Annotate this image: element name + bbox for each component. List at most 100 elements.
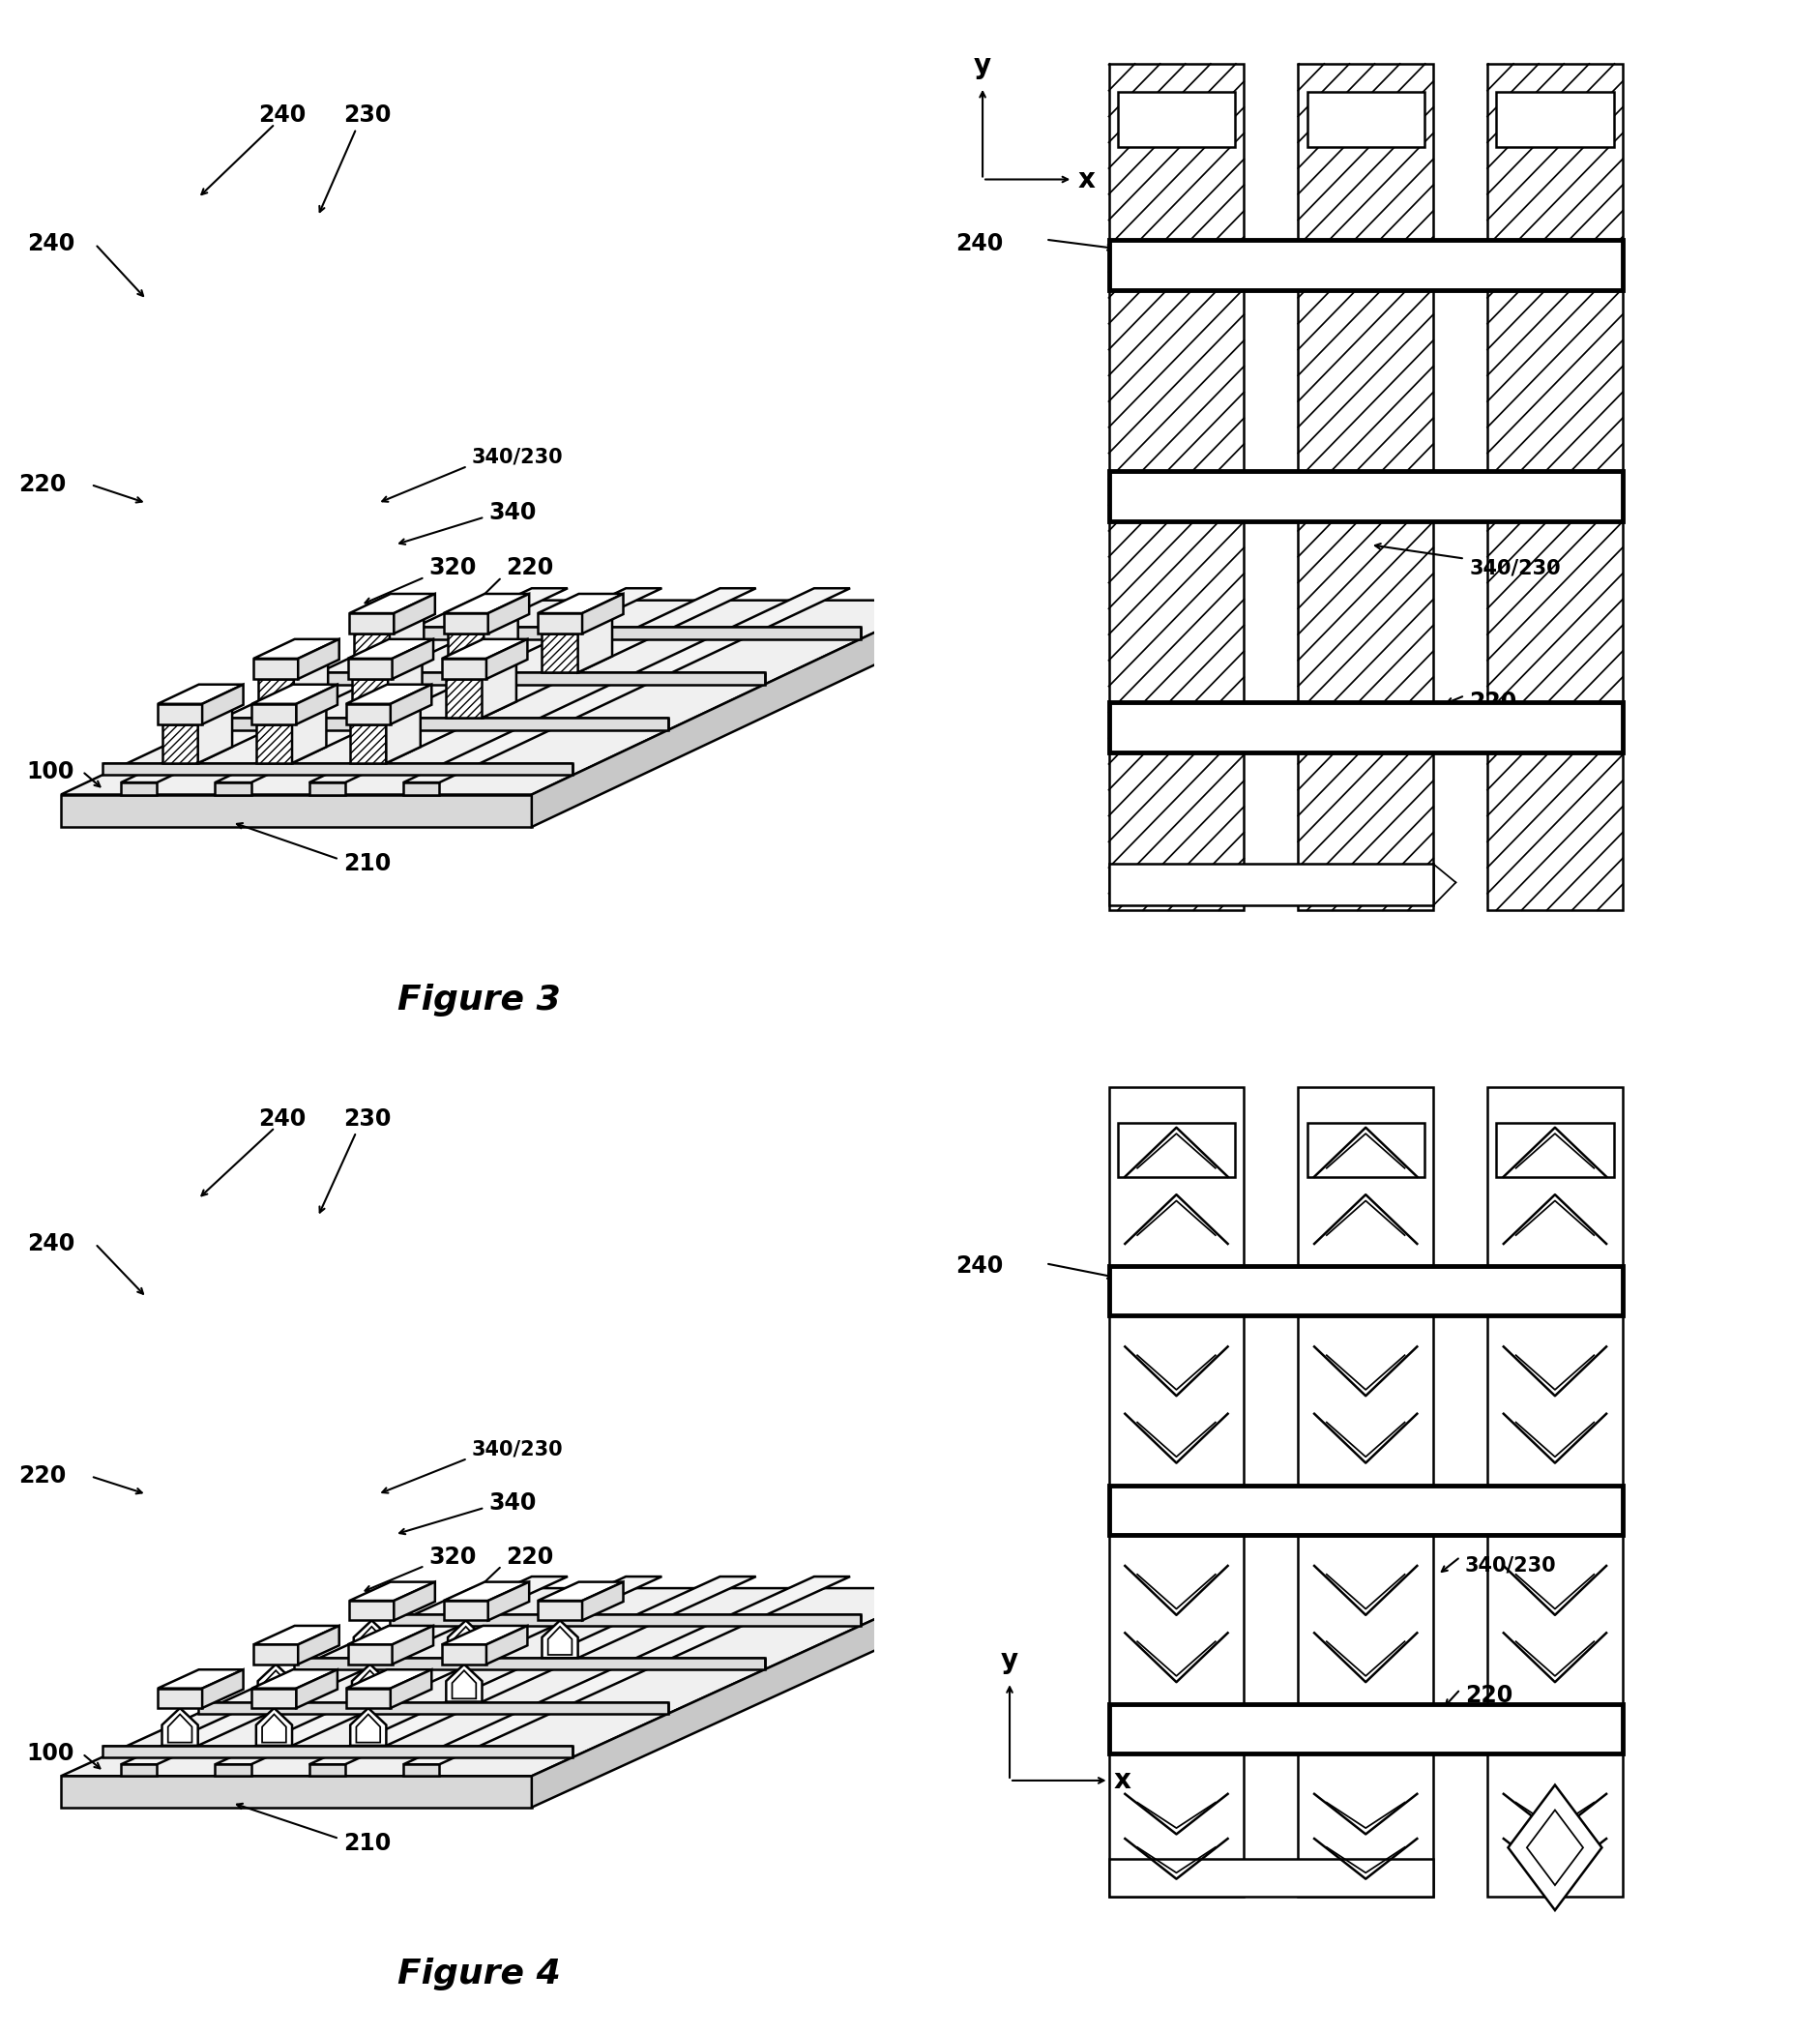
Bar	[1108, 240, 1622, 291]
Text: y: y	[1001, 1647, 1017, 1675]
Bar	[1117, 1122, 1234, 1177]
Polygon shape	[158, 703, 202, 724]
Polygon shape	[446, 679, 482, 718]
Bar	[1108, 1088, 1243, 1897]
Polygon shape	[309, 783, 346, 795]
Polygon shape	[257, 707, 326, 724]
Polygon shape	[346, 685, 431, 703]
Polygon shape	[257, 724, 291, 762]
Polygon shape	[349, 724, 386, 762]
Polygon shape	[389, 685, 431, 724]
Polygon shape	[253, 1645, 298, 1665]
Text: 320: 320	[430, 557, 477, 579]
Polygon shape	[297, 1669, 337, 1708]
Bar	[1307, 1122, 1423, 1177]
Text: 100: 100	[27, 1742, 75, 1765]
Polygon shape	[253, 659, 298, 679]
Text: 210: 210	[344, 1832, 391, 1854]
Polygon shape	[542, 634, 577, 673]
Polygon shape	[158, 685, 244, 703]
Polygon shape	[448, 618, 517, 634]
Polygon shape	[251, 1669, 337, 1687]
Text: 340: 340	[488, 500, 537, 525]
Polygon shape	[402, 1765, 439, 1777]
Polygon shape	[537, 594, 622, 614]
Polygon shape	[348, 659, 391, 679]
Polygon shape	[349, 594, 435, 614]
Polygon shape	[542, 618, 612, 634]
Text: x: x	[1077, 167, 1094, 193]
Polygon shape	[444, 1582, 530, 1600]
Polygon shape	[389, 626, 859, 638]
Bar	[1108, 1486, 1622, 1535]
Polygon shape	[346, 703, 389, 724]
Polygon shape	[442, 1645, 486, 1665]
Polygon shape	[351, 679, 388, 718]
Polygon shape	[215, 1765, 251, 1777]
Polygon shape	[448, 634, 484, 673]
Text: y: y	[974, 51, 990, 79]
Polygon shape	[251, 703, 297, 724]
Text: 240: 240	[258, 104, 306, 126]
Polygon shape	[353, 1620, 389, 1659]
Bar	[1117, 91, 1234, 146]
Bar	[1108, 1704, 1622, 1754]
Polygon shape	[444, 594, 530, 614]
Polygon shape	[102, 762, 573, 775]
Polygon shape	[349, 1708, 386, 1746]
Text: Figure 4: Figure 4	[397, 1958, 561, 1990]
Polygon shape	[349, 614, 393, 634]
Polygon shape	[442, 638, 528, 659]
Polygon shape	[353, 618, 424, 634]
Polygon shape	[293, 673, 764, 685]
Text: Figure 3: Figure 3	[397, 984, 561, 1016]
Polygon shape	[386, 707, 420, 762]
Polygon shape	[291, 707, 326, 762]
Bar	[1496, 1122, 1613, 1177]
Text: 320: 320	[430, 1545, 477, 1569]
Polygon shape	[442, 1626, 528, 1645]
Polygon shape	[348, 1626, 433, 1645]
Bar	[1298, 63, 1432, 911]
Text: 220: 220	[1463, 1683, 1512, 1708]
Polygon shape	[120, 1576, 568, 1765]
Polygon shape	[167, 1714, 191, 1742]
Polygon shape	[446, 1665, 482, 1702]
Polygon shape	[251, 685, 337, 703]
Polygon shape	[158, 1669, 244, 1687]
Bar	[1298, 1088, 1432, 1897]
Polygon shape	[453, 1626, 477, 1655]
Bar	[1487, 1088, 1622, 1897]
Polygon shape	[389, 618, 424, 673]
Polygon shape	[582, 1582, 622, 1620]
Polygon shape	[482, 663, 517, 718]
Polygon shape	[102, 1746, 573, 1757]
Polygon shape	[215, 588, 661, 783]
Polygon shape	[251, 1687, 297, 1708]
Polygon shape	[215, 783, 251, 795]
Polygon shape	[293, 663, 328, 718]
Polygon shape	[442, 659, 486, 679]
Polygon shape	[360, 1626, 384, 1655]
Polygon shape	[162, 707, 231, 724]
Text: 220: 220	[18, 474, 66, 496]
Polygon shape	[402, 783, 439, 795]
Polygon shape	[253, 638, 339, 659]
Bar	[1307, 91, 1423, 146]
Polygon shape	[531, 600, 943, 827]
Polygon shape	[298, 638, 339, 679]
Polygon shape	[309, 1765, 346, 1777]
Polygon shape	[202, 685, 244, 724]
Polygon shape	[577, 618, 612, 673]
Polygon shape	[582, 594, 622, 634]
Polygon shape	[198, 718, 668, 730]
Polygon shape	[537, 1600, 582, 1620]
Polygon shape	[351, 663, 422, 679]
Text: 340/230: 340/230	[471, 447, 562, 468]
Text: 230: 230	[344, 104, 391, 126]
Polygon shape	[120, 1765, 157, 1777]
Polygon shape	[388, 663, 422, 718]
Polygon shape	[158, 1687, 202, 1708]
Text: 340/230: 340/230	[471, 1439, 562, 1460]
Polygon shape	[484, 618, 517, 673]
